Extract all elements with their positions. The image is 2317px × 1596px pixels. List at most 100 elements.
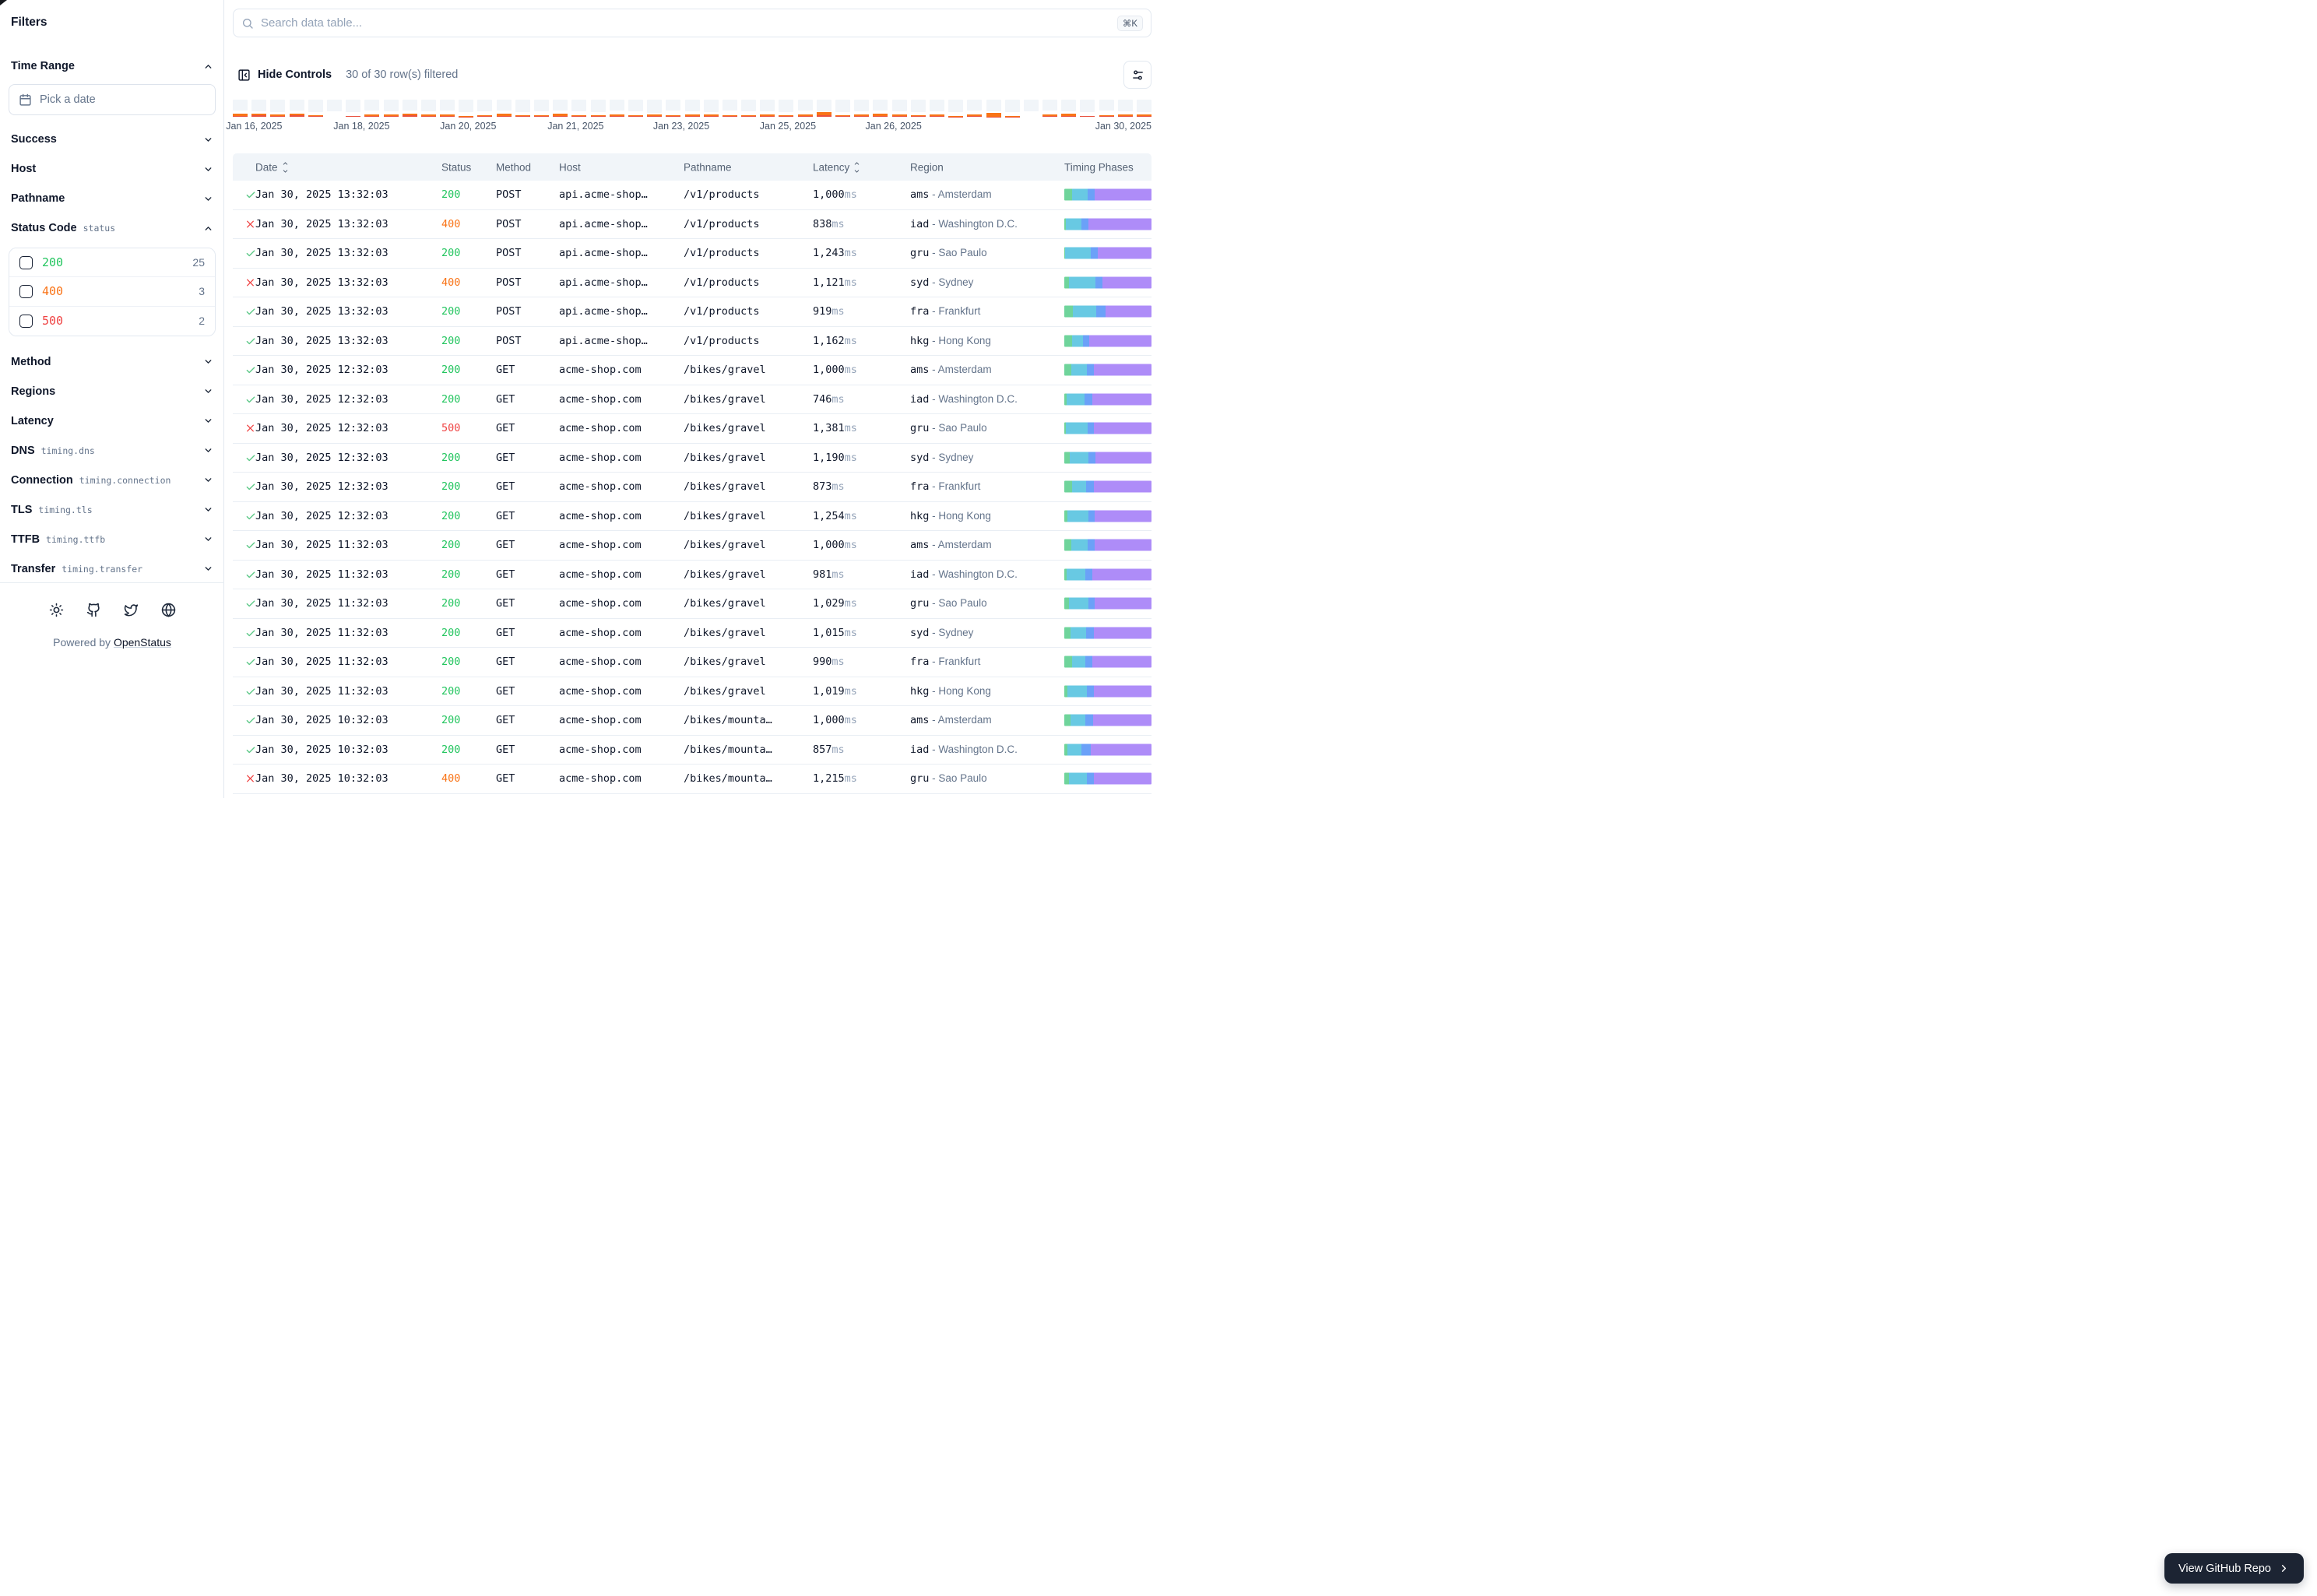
table-row[interactable]: Jan 30, 2025 11:32:03 200 GET acme-shop.… bbox=[233, 677, 1151, 706]
table-row[interactable]: Jan 30, 2025 11:32:03 200 GET acme-shop.… bbox=[233, 648, 1151, 677]
timeline-bar[interactable] bbox=[571, 100, 587, 117]
timeline-bar[interactable] bbox=[459, 100, 474, 117]
filter-section-connection[interactable]: Connection timing.connection bbox=[11, 466, 213, 495]
timeline-bar[interactable] bbox=[308, 100, 323, 117]
timeline-bar[interactable] bbox=[383, 100, 399, 117]
view-options-button[interactable] bbox=[1123, 61, 1151, 89]
timeline-bar[interactable] bbox=[760, 100, 775, 117]
timeline-bar[interactable] bbox=[628, 100, 643, 117]
timeline-bar[interactable] bbox=[854, 100, 870, 117]
timeline-bar[interactable] bbox=[496, 100, 512, 117]
timeline-bar[interactable] bbox=[910, 100, 926, 117]
table-row[interactable]: Jan 30, 2025 10:32:03 400 GET acme-shop.… bbox=[233, 765, 1151, 794]
status-option-200[interactable]: 200 25 bbox=[9, 248, 215, 278]
table-row[interactable]: Jan 30, 2025 12:32:03 200 GET acme-shop.… bbox=[233, 473, 1151, 502]
filter-section-time-range[interactable]: Time Range bbox=[11, 51, 213, 81]
search-input[interactable] bbox=[261, 16, 1117, 30]
filter-section-regions[interactable]: Regions bbox=[11, 377, 213, 406]
timeline-bar[interactable] bbox=[647, 100, 663, 117]
timeline-bar[interactable] bbox=[666, 100, 681, 117]
timeline-bar[interactable] bbox=[891, 100, 907, 117]
table-row[interactable]: Jan 30, 2025 11:32:03 200 GET acme-shop.… bbox=[233, 560, 1151, 589]
openstatus-link[interactable]: OpenStatus bbox=[113, 636, 171, 649]
filter-section-latency[interactable]: Latency bbox=[11, 406, 213, 436]
timeline-bar[interactable] bbox=[1137, 100, 1151, 117]
timeline-bar[interactable] bbox=[929, 100, 944, 117]
table-row[interactable]: Jan 30, 2025 10:32:03 200 GET acme-shop.… bbox=[233, 706, 1151, 736]
timeline-bar[interactable] bbox=[477, 100, 493, 117]
timeline-bar[interactable] bbox=[1099, 100, 1114, 117]
filter-section-transfer[interactable]: Transfer timing.transfer bbox=[11, 554, 213, 584]
timeline-bar[interactable] bbox=[1080, 100, 1095, 117]
timeline-bar[interactable] bbox=[1061, 100, 1077, 117]
timeline-bar[interactable] bbox=[741, 100, 757, 117]
table-row[interactable]: Jan 30, 2025 13:32:03 400 POST api.acme-… bbox=[233, 209, 1151, 239]
timeline-bar[interactable] bbox=[816, 100, 832, 117]
filter-section-dns[interactable]: DNS timing.dns bbox=[11, 436, 213, 466]
table-row[interactable]: Jan 30, 2025 11:32:03 200 GET acme-shop.… bbox=[233, 531, 1151, 561]
timeline-bar[interactable] bbox=[326, 100, 342, 117]
timeline-bar[interactable] bbox=[534, 100, 549, 117]
checkbox[interactable] bbox=[19, 314, 33, 328]
timeline-bar[interactable] bbox=[779, 100, 794, 117]
timeline-bar[interactable] bbox=[797, 100, 813, 117]
hide-controls-button[interactable]: Hide Controls bbox=[233, 61, 336, 89]
timeline-bar[interactable] bbox=[986, 100, 1001, 117]
timeline-bar[interactable] bbox=[1004, 100, 1020, 117]
filter-section-method[interactable]: Method bbox=[11, 347, 213, 377]
timeline-bar[interactable] bbox=[609, 100, 624, 117]
timeline-bar[interactable] bbox=[703, 100, 719, 117]
filter-section-pathname[interactable]: Pathname bbox=[11, 184, 213, 213]
timeline-bar[interactable] bbox=[967, 100, 983, 117]
timeline-bar[interactable] bbox=[364, 100, 380, 117]
status-option-400[interactable]: 400 3 bbox=[9, 277, 215, 307]
table-row[interactable]: Jan 30, 2025 12:32:03 200 GET acme-shop.… bbox=[233, 443, 1151, 473]
timeline-bar[interactable] bbox=[553, 100, 568, 117]
filter-section-success[interactable]: Success bbox=[11, 125, 213, 154]
timeline-bar[interactable] bbox=[1042, 100, 1058, 117]
table-row[interactable]: Jan 30, 2025 13:32:03 200 POST api.acme-… bbox=[233, 181, 1151, 210]
timeline-bar[interactable] bbox=[1023, 100, 1039, 117]
timeline-bar[interactable] bbox=[590, 100, 606, 117]
filter-section-status-code[interactable]: Status Code status bbox=[11, 213, 213, 243]
timeline-bar[interactable] bbox=[515, 100, 530, 117]
table-row[interactable]: Jan 30, 2025 12:32:03 200 GET acme-shop.… bbox=[233, 385, 1151, 414]
timeline-bar[interactable] bbox=[1117, 100, 1133, 117]
table-row[interactable]: Jan 30, 2025 11:32:03 200 GET acme-shop.… bbox=[233, 618, 1151, 648]
table-row[interactable]: Jan 30, 2025 12:32:03 200 GET acme-shop.… bbox=[233, 356, 1151, 385]
twitter-icon[interactable] bbox=[124, 603, 139, 617]
timeline-bar[interactable] bbox=[948, 100, 964, 117]
timeline-bar[interactable] bbox=[684, 100, 700, 117]
view-github-repo-button[interactable]: View GitHub Repo bbox=[2164, 1553, 2304, 1584]
timeline-bar[interactable] bbox=[873, 100, 888, 117]
table-row[interactable]: Jan 30, 2025 12:32:03 200 GET acme-shop.… bbox=[233, 501, 1151, 531]
column-header-date[interactable]: Date bbox=[255, 160, 289, 174]
timeline-bar[interactable] bbox=[440, 100, 455, 117]
table-row[interactable]: Jan 30, 2025 13:32:03 200 POST api.acme-… bbox=[233, 297, 1151, 327]
github-icon[interactable] bbox=[86, 603, 101, 617]
table-row[interactable]: Jan 30, 2025 13:32:03 200 POST api.acme-… bbox=[233, 239, 1151, 269]
status-option-500[interactable]: 500 2 bbox=[9, 306, 215, 336]
filter-section-ttfb[interactable]: TTFB timing.ttfb bbox=[11, 525, 213, 554]
checkbox[interactable] bbox=[19, 284, 33, 298]
column-header-latency[interactable]: Latency bbox=[813, 160, 860, 174]
table-row[interactable]: Jan 30, 2025 13:32:03 200 POST api.acme-… bbox=[233, 326, 1151, 356]
table-row[interactable]: Jan 30, 2025 12:32:03 500 GET acme-shop.… bbox=[233, 414, 1151, 444]
timeline-bar[interactable] bbox=[346, 100, 361, 117]
filter-section-host[interactable]: Host bbox=[11, 154, 213, 184]
table-row[interactable]: Jan 30, 2025 10:32:03 200 GET acme-shop.… bbox=[233, 735, 1151, 765]
theme-toggle-sun-icon[interactable] bbox=[49, 603, 64, 617]
checkbox[interactable] bbox=[19, 255, 33, 269]
timeline-bar[interactable] bbox=[722, 100, 737, 117]
timeline-bar[interactable] bbox=[251, 100, 267, 117]
date-picker-trigger[interactable]: Pick a date bbox=[9, 84, 216, 115]
table-row[interactable]: Jan 30, 2025 11:32:03 200 GET acme-shop.… bbox=[233, 589, 1151, 619]
timeline-bar[interactable] bbox=[289, 100, 304, 117]
globe-icon[interactable] bbox=[161, 603, 176, 617]
timeline-bar[interactable] bbox=[835, 100, 850, 117]
timeline-bar[interactable] bbox=[233, 100, 248, 117]
timeline-bar[interactable] bbox=[420, 100, 436, 117]
table-row[interactable]: Jan 30, 2025 13:32:03 400 POST api.acme-… bbox=[233, 268, 1151, 297]
timeline-bar[interactable] bbox=[270, 100, 286, 117]
timeline-bar[interactable] bbox=[402, 100, 417, 117]
